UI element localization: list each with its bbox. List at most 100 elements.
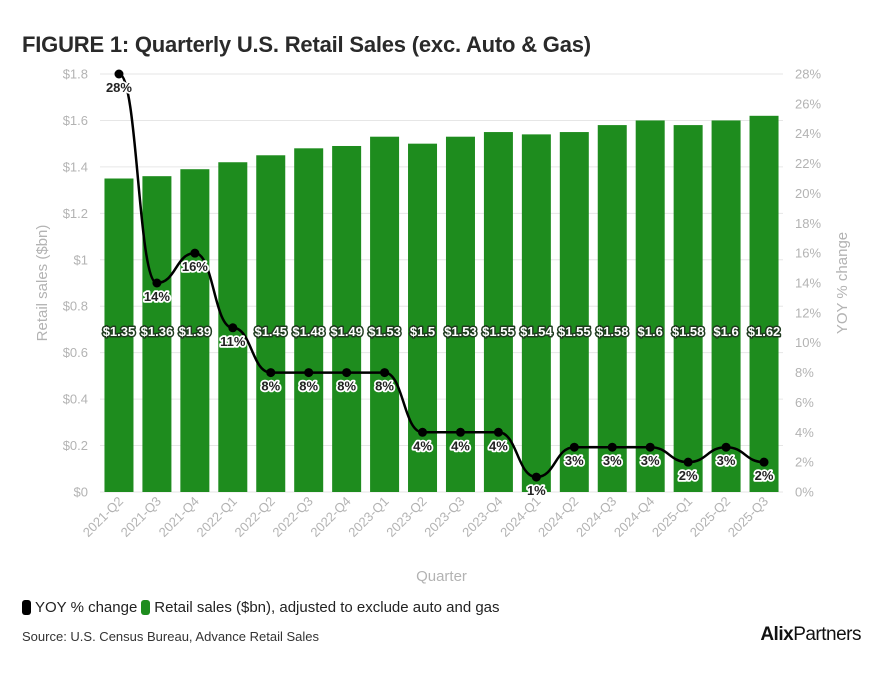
x-tick-label: 2022-Q1 bbox=[194, 494, 240, 540]
legend-label-sales: Retail sales ($bn), adjusted to exclude … bbox=[154, 599, 500, 616]
y-tick-label: $1 bbox=[74, 252, 88, 267]
yoy-value-label: 4% bbox=[413, 438, 432, 453]
bar bbox=[294, 148, 324, 493]
bar bbox=[711, 120, 741, 492]
bar-value-label: $1.54 bbox=[520, 324, 553, 339]
chart-svg: $1.35 $1.36 $1.39 $1.45 $1.48 $1.49 $1.53 $1.5 $… bbox=[34, 67, 851, 586]
legend-item-sales[interactable]: Retail sales ($bn), adjusted to exclude … bbox=[141, 599, 500, 616]
y2-tick-label: 24% bbox=[795, 126, 821, 141]
bar bbox=[559, 132, 589, 493]
bar-value-label: $1.39 bbox=[179, 324, 212, 339]
bar bbox=[104, 178, 134, 492]
legend-swatch-sales bbox=[141, 600, 151, 615]
yoy-value-label: 4% bbox=[489, 438, 508, 453]
x-tick-label: 2023-Q4 bbox=[459, 494, 505, 540]
yoy-point bbox=[114, 69, 124, 79]
yoy-line bbox=[118, 72, 765, 479]
bar bbox=[749, 115, 779, 493]
yoy-point bbox=[455, 427, 465, 437]
bar-value-label: $1.45 bbox=[254, 324, 287, 339]
x-tick-label: 2022-Q3 bbox=[269, 494, 315, 540]
bar-value-label: $1.5 bbox=[410, 324, 435, 339]
bar-layer bbox=[104, 115, 779, 493]
y-axis-title: Retail sales ($bn) bbox=[34, 225, 51, 342]
x-tick-label: 2023-Q3 bbox=[421, 494, 467, 540]
x-tick-label: 2022-Q2 bbox=[231, 494, 277, 540]
alixpartners-logo: AlixPartners bbox=[760, 624, 861, 646]
y2-tick-label: 6% bbox=[795, 395, 814, 410]
logo-part-alix: Alix bbox=[760, 624, 794, 645]
yoy-point bbox=[683, 457, 693, 467]
y2-tick-label: 0% bbox=[795, 485, 814, 500]
x-tick-label: 2022-Q4 bbox=[307, 494, 353, 540]
y2-tick-label: 22% bbox=[795, 156, 821, 171]
yoy-point bbox=[152, 278, 162, 288]
yoy-value-label: 8% bbox=[337, 379, 356, 394]
bar-label-layer: $1.35 $1.36 $1.39 $1.45 $1.48 $1.49 $1.53 $1.5 $… bbox=[101, 323, 782, 341]
legend-item-yoy[interactable]: YOY % change bbox=[22, 599, 137, 616]
bar-value-label: $1.48 bbox=[292, 324, 325, 339]
x-tick-label: 2025-Q3 bbox=[725, 494, 771, 540]
legend-swatch-yoy bbox=[22, 600, 31, 615]
yoy-value-label: 3% bbox=[717, 453, 736, 468]
yoy-value-label: 3% bbox=[641, 453, 660, 468]
bar-value-label: $1.36 bbox=[141, 324, 174, 339]
yoy-point bbox=[531, 472, 541, 482]
y2-tick-label: 2% bbox=[795, 455, 814, 470]
bar-value-label: $1.55 bbox=[558, 324, 591, 339]
yoy-point bbox=[418, 427, 428, 437]
yoy-value-label: 3% bbox=[603, 453, 622, 468]
yoy-point bbox=[342, 368, 352, 378]
yoy-point bbox=[380, 368, 390, 378]
yoy-value-label: 11% bbox=[220, 334, 246, 349]
x-tick-label: 2024-Q1 bbox=[497, 494, 543, 540]
bar bbox=[635, 120, 665, 492]
yoy-point bbox=[228, 323, 238, 333]
yoy-point bbox=[645, 442, 655, 452]
chart-title: FIGURE 1: Quarterly U.S. Retail Sales (e… bbox=[22, 32, 591, 57]
yoy-point bbox=[721, 442, 731, 452]
bar bbox=[332, 145, 362, 492]
legend-label-yoy: YOY % change bbox=[35, 599, 138, 616]
x-tick-label: 2024-Q3 bbox=[573, 494, 619, 540]
y2-tick-label: 26% bbox=[795, 96, 821, 111]
x-tick-label: 2021-Q3 bbox=[118, 494, 164, 540]
bar-value-label: $1.62 bbox=[748, 324, 781, 339]
bar-value-label: $1.55 bbox=[482, 324, 515, 339]
x-tick-label: 2025-Q1 bbox=[649, 494, 695, 540]
yoy-point bbox=[493, 427, 503, 437]
yoy-value-label: 14% bbox=[144, 289, 170, 304]
bar-value-label: $1.49 bbox=[330, 324, 363, 339]
y2-tick-label: 16% bbox=[795, 246, 821, 261]
x-tick-label: 2024-Q2 bbox=[535, 494, 581, 540]
bar-value-label: $1.53 bbox=[444, 324, 477, 339]
y2-tick-label: 12% bbox=[795, 305, 821, 320]
y-tick-label: $0.8 bbox=[63, 299, 88, 314]
yoy-point bbox=[569, 442, 579, 452]
yoy-value-label: 3% bbox=[565, 453, 584, 468]
y2-axis-title: YOY % change bbox=[834, 232, 851, 334]
y2-tick-label: 18% bbox=[795, 216, 821, 231]
bar bbox=[597, 125, 627, 492]
bar bbox=[142, 176, 172, 492]
x-tick-label: 2021-Q4 bbox=[156, 494, 202, 540]
bar bbox=[673, 125, 703, 492]
yoy-value-label: 8% bbox=[375, 379, 394, 394]
bar-value-label: $1.6 bbox=[638, 324, 663, 339]
source-note: Source: U.S. Census Bureau, Advance Reta… bbox=[22, 629, 319, 644]
yoy-value-label: 16% bbox=[182, 259, 208, 274]
line-layer: 28% 14% 16% 11% 8% 8% 8% 8% 4% 4% 4% 1% 3% 3% 3% 2% 3% 2% bbox=[104, 69, 776, 500]
yoy-point bbox=[266, 368, 276, 378]
x-tick-label: 2023-Q1 bbox=[345, 494, 391, 540]
y2-tick-label: 20% bbox=[795, 186, 821, 201]
yoy-value-label: 2% bbox=[679, 468, 698, 483]
yoy-value-label: 8% bbox=[299, 379, 318, 394]
y-tick-label: $1.8 bbox=[63, 67, 88, 82]
grid-layer bbox=[100, 73, 783, 493]
yoy-point bbox=[759, 457, 769, 467]
bar bbox=[180, 169, 210, 492]
yoy-value-label: 2% bbox=[755, 468, 774, 483]
yoy-point bbox=[607, 442, 617, 452]
bar-value-label: $1.53 bbox=[368, 324, 401, 339]
y2-tick-label: 4% bbox=[795, 425, 814, 440]
